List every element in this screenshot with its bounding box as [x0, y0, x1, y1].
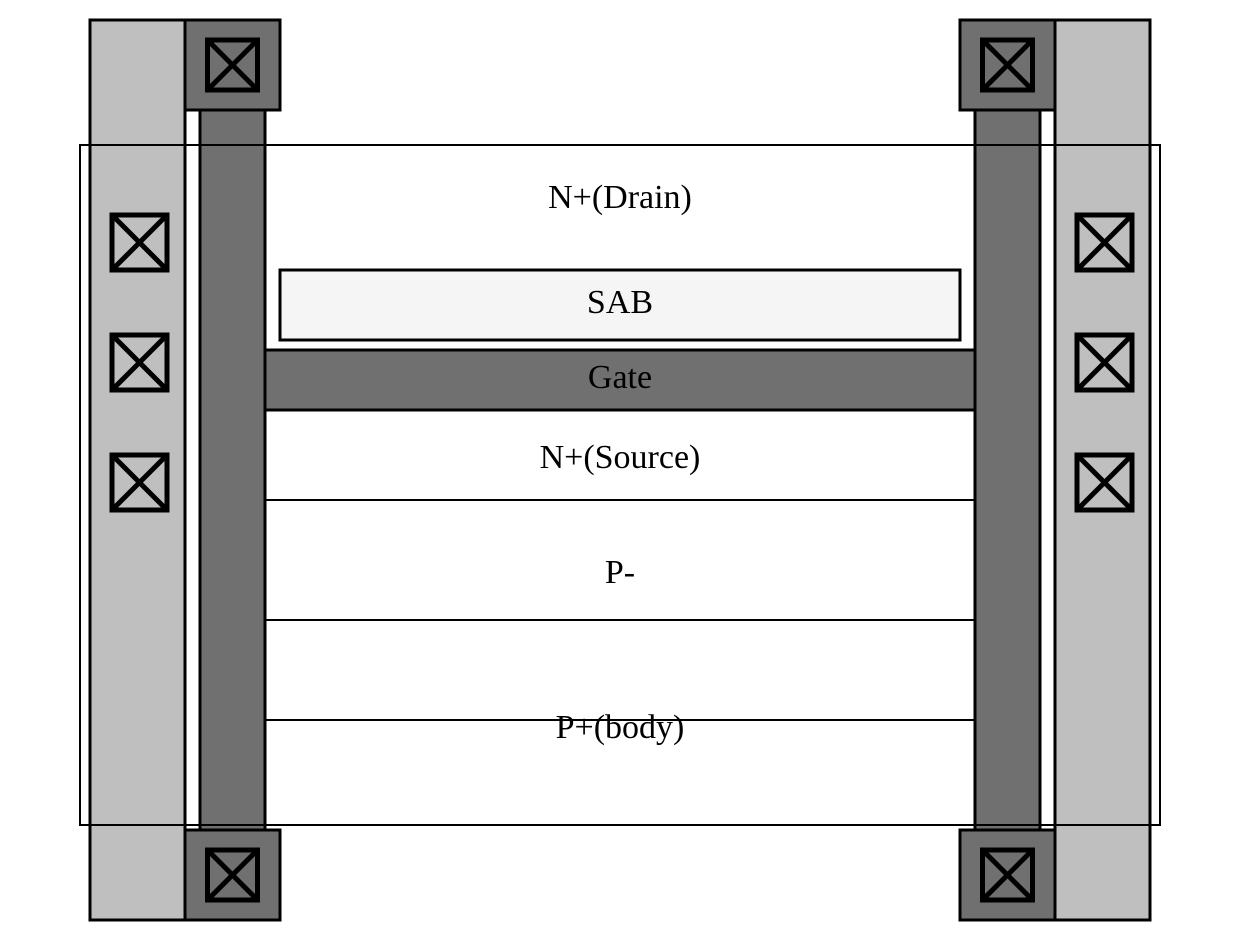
label-drain: N+(Drain): [548, 179, 692, 216]
left-rail: [90, 20, 185, 920]
gate-right-post: [975, 20, 1040, 920]
transistor-layout-diagram: N+(Drain) SAB Gate N+(Source) P- P+(body): [0, 0, 1240, 943]
label-pminus: P-: [605, 554, 635, 591]
label-sab: SAB: [587, 284, 653, 321]
label-gate: Gate: [588, 359, 652, 396]
gate-left-post: [200, 20, 265, 920]
right-rail: [1055, 20, 1150, 920]
label-source: N+(Source): [540, 439, 701, 476]
label-pbody: P+(body): [556, 709, 685, 746]
